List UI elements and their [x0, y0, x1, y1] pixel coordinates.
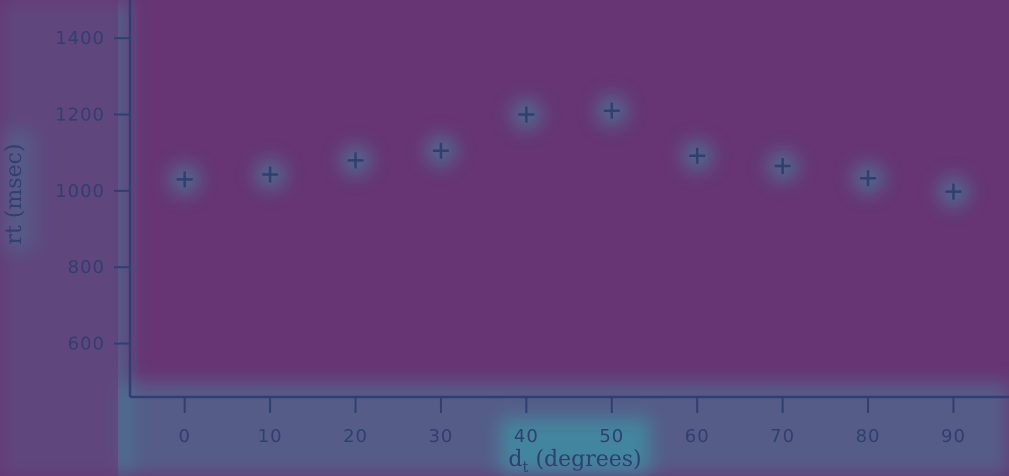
data-point — [603, 102, 620, 119]
data-point — [176, 171, 193, 188]
x-tick-label: 40 — [514, 426, 539, 447]
x-tick-label: 90 — [941, 426, 966, 447]
data-point — [432, 142, 449, 159]
x-axis-title-subscript: t — [522, 458, 528, 476]
x-tick-label: 0 — [178, 426, 190, 447]
y-tick-label: 800 — [68, 257, 105, 278]
x-tick-label: 60 — [685, 426, 710, 447]
data-point — [518, 106, 535, 123]
x-axis-title-main: d — [508, 447, 522, 472]
x-tick-label: 30 — [428, 426, 453, 447]
data-point — [860, 170, 877, 187]
x-axis-title: dt (degrees) — [508, 447, 641, 476]
x-tick-label: 50 — [599, 426, 624, 447]
x-tick-label: 20 — [343, 426, 368, 447]
y-axis-title: rt (msec) — [2, 143, 27, 244]
x-axis-title-rest: (degrees) — [528, 447, 641, 472]
data-point — [774, 158, 791, 175]
data-points — [176, 102, 962, 200]
y-tick-label: 600 — [68, 334, 105, 355]
data-point — [262, 166, 279, 183]
data-point — [347, 152, 364, 169]
x-tick-label: 80 — [856, 426, 881, 447]
data-point — [689, 147, 706, 164]
x-tick-label: 10 — [258, 426, 283, 447]
axes — [128, 0, 1009, 399]
x-tick-label: 70 — [770, 426, 795, 447]
y-tick-label: 1400 — [55, 28, 105, 49]
y-tick-label: 1000 — [55, 181, 105, 202]
left-margin-shade — [0, 0, 118, 476]
xlabel-glow — [500, 418, 650, 476]
data-point — [945, 183, 962, 200]
ticks: 0 10 20 30 40 50 60 70 80 90 600 800 1000 1200 1400 — [55, 28, 966, 447]
y-tick-label: 1200 — [55, 105, 105, 126]
